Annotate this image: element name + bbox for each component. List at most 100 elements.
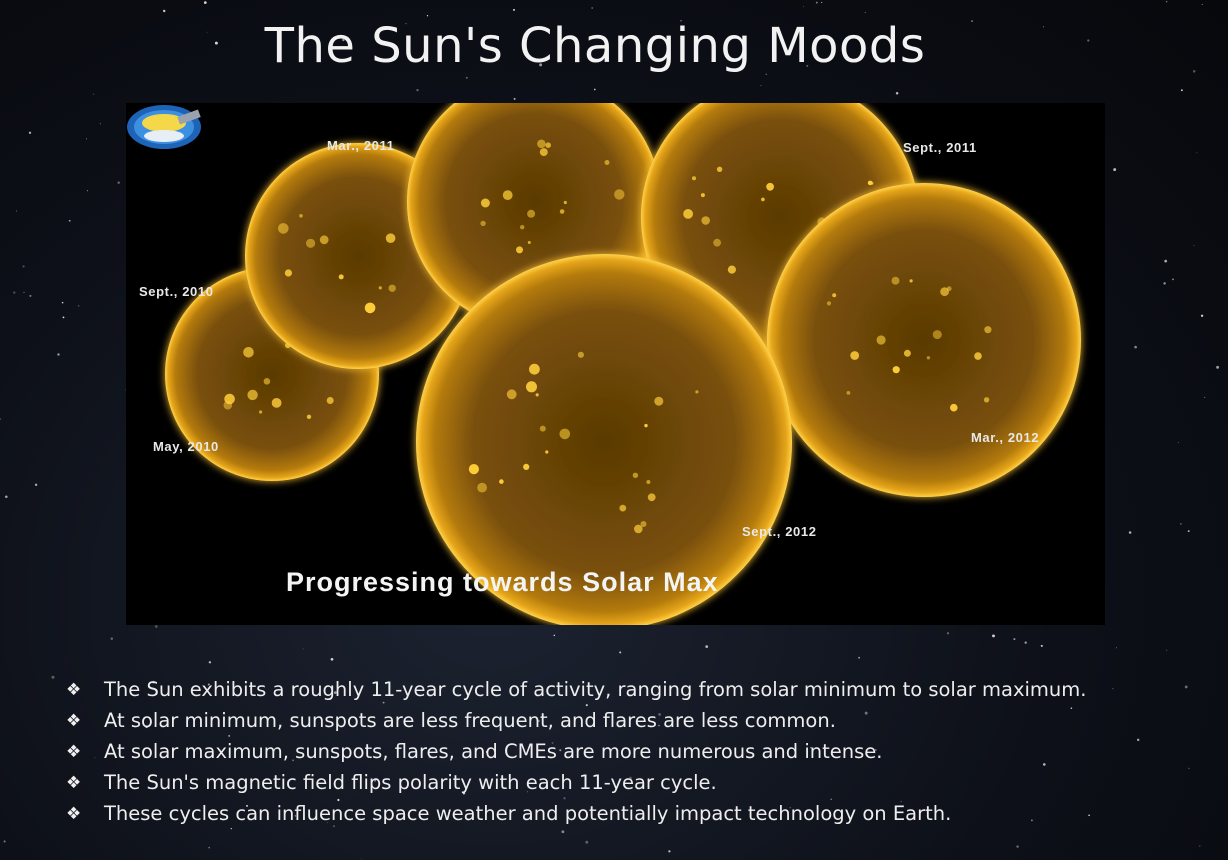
star [485, 750, 489, 754]
star [93, 93, 95, 95]
star [334, 691, 337, 694]
star [333, 825, 335, 827]
active-region [537, 139, 546, 149]
star [342, 38, 345, 42]
active-region [520, 225, 525, 230]
star [810, 747, 812, 749]
active-region [926, 356, 931, 360]
active-region [701, 216, 710, 225]
list-item: ❖ At solar maximum, sunspots, flares, and… [66, 736, 1086, 767]
star [203, 1, 207, 4]
star [462, 792, 466, 795]
star [1115, 647, 1118, 649]
star [619, 651, 622, 654]
active-region [683, 209, 693, 219]
star [62, 316, 65, 319]
active-region [480, 198, 490, 208]
star [1177, 441, 1179, 443]
active-region [545, 142, 551, 148]
active-region [388, 284, 396, 292]
star [57, 353, 60, 356]
star [971, 20, 974, 23]
star [1042, 26, 1044, 28]
star [668, 850, 671, 853]
bullet-text: The Sun's magnetic field flips polarity … [104, 771, 717, 794]
star [1166, 649, 1168, 651]
active-region [529, 363, 540, 375]
star [1163, 282, 1166, 285]
star [245, 804, 249, 807]
active-region [539, 425, 546, 432]
active-region [876, 335, 886, 345]
active-region [832, 293, 837, 298]
bullet-list: ❖ The Sun exhibits a roughly 11-year cycl… [66, 674, 1086, 829]
active-region [604, 160, 610, 165]
star [34, 483, 38, 486]
star [86, 138, 88, 140]
star [154, 625, 158, 628]
star [1043, 763, 1046, 766]
bullet-text: These cycles can influence space weather… [104, 802, 952, 825]
star [117, 181, 120, 184]
star [465, 76, 468, 79]
star [705, 645, 709, 648]
active-region [563, 200, 567, 205]
star [1192, 69, 1196, 73]
star [405, 23, 407, 25]
star [830, 798, 832, 800]
solar-cycle-figure: May, 2010 Sept., 2010 Mar., 2011 Sept., … [126, 103, 1105, 625]
star [559, 749, 562, 752]
star [760, 85, 762, 86]
star [327, 822, 328, 823]
star [658, 724, 660, 727]
star [946, 632, 950, 635]
star [513, 97, 516, 100]
active-region [506, 389, 517, 400]
star [337, 798, 340, 802]
star [806, 750, 809, 753]
active-region [223, 400, 233, 410]
diamond-bullet-icon: ❖ [66, 772, 82, 793]
star [1216, 365, 1220, 369]
star [208, 846, 211, 849]
star [1031, 819, 1033, 822]
star [605, 44, 608, 46]
star [585, 840, 589, 844]
star [1136, 738, 1140, 742]
star [806, 64, 809, 67]
star [13, 291, 16, 294]
sun-label-sept-2010: Sept., 2010 [139, 284, 214, 299]
star [512, 8, 516, 11]
bullet-text: At solar minimum, sunspots are less freq… [104, 709, 836, 732]
sun-label-sept-2011: Sept., 2011 [903, 140, 977, 155]
active-region [646, 480, 651, 484]
active-region [539, 148, 548, 157]
star [1187, 530, 1190, 533]
active-region [984, 326, 992, 334]
figure-caption: Progressing towards Solar Max [286, 567, 719, 597]
star [1199, 845, 1201, 847]
star [864, 711, 868, 715]
list-item: ❖ The Sun's magnetic field flips polarity… [66, 767, 1086, 798]
star [51, 675, 55, 679]
active-region [263, 378, 271, 385]
star [1128, 531, 1132, 534]
active-region [974, 352, 982, 360]
star [292, 759, 295, 762]
star [858, 656, 861, 659]
star [228, 734, 231, 737]
active-region [306, 238, 316, 248]
star [1070, 707, 1073, 710]
sun-sept-2012 [416, 254, 792, 625]
star [1113, 168, 1117, 172]
star [382, 701, 385, 704]
active-region [695, 390, 699, 394]
star [99, 123, 101, 125]
star [1088, 814, 1090, 817]
star [3, 840, 6, 843]
star [110, 637, 114, 640]
active-region [480, 220, 486, 227]
active-region [619, 504, 627, 512]
star [803, 6, 805, 8]
star [563, 797, 566, 800]
